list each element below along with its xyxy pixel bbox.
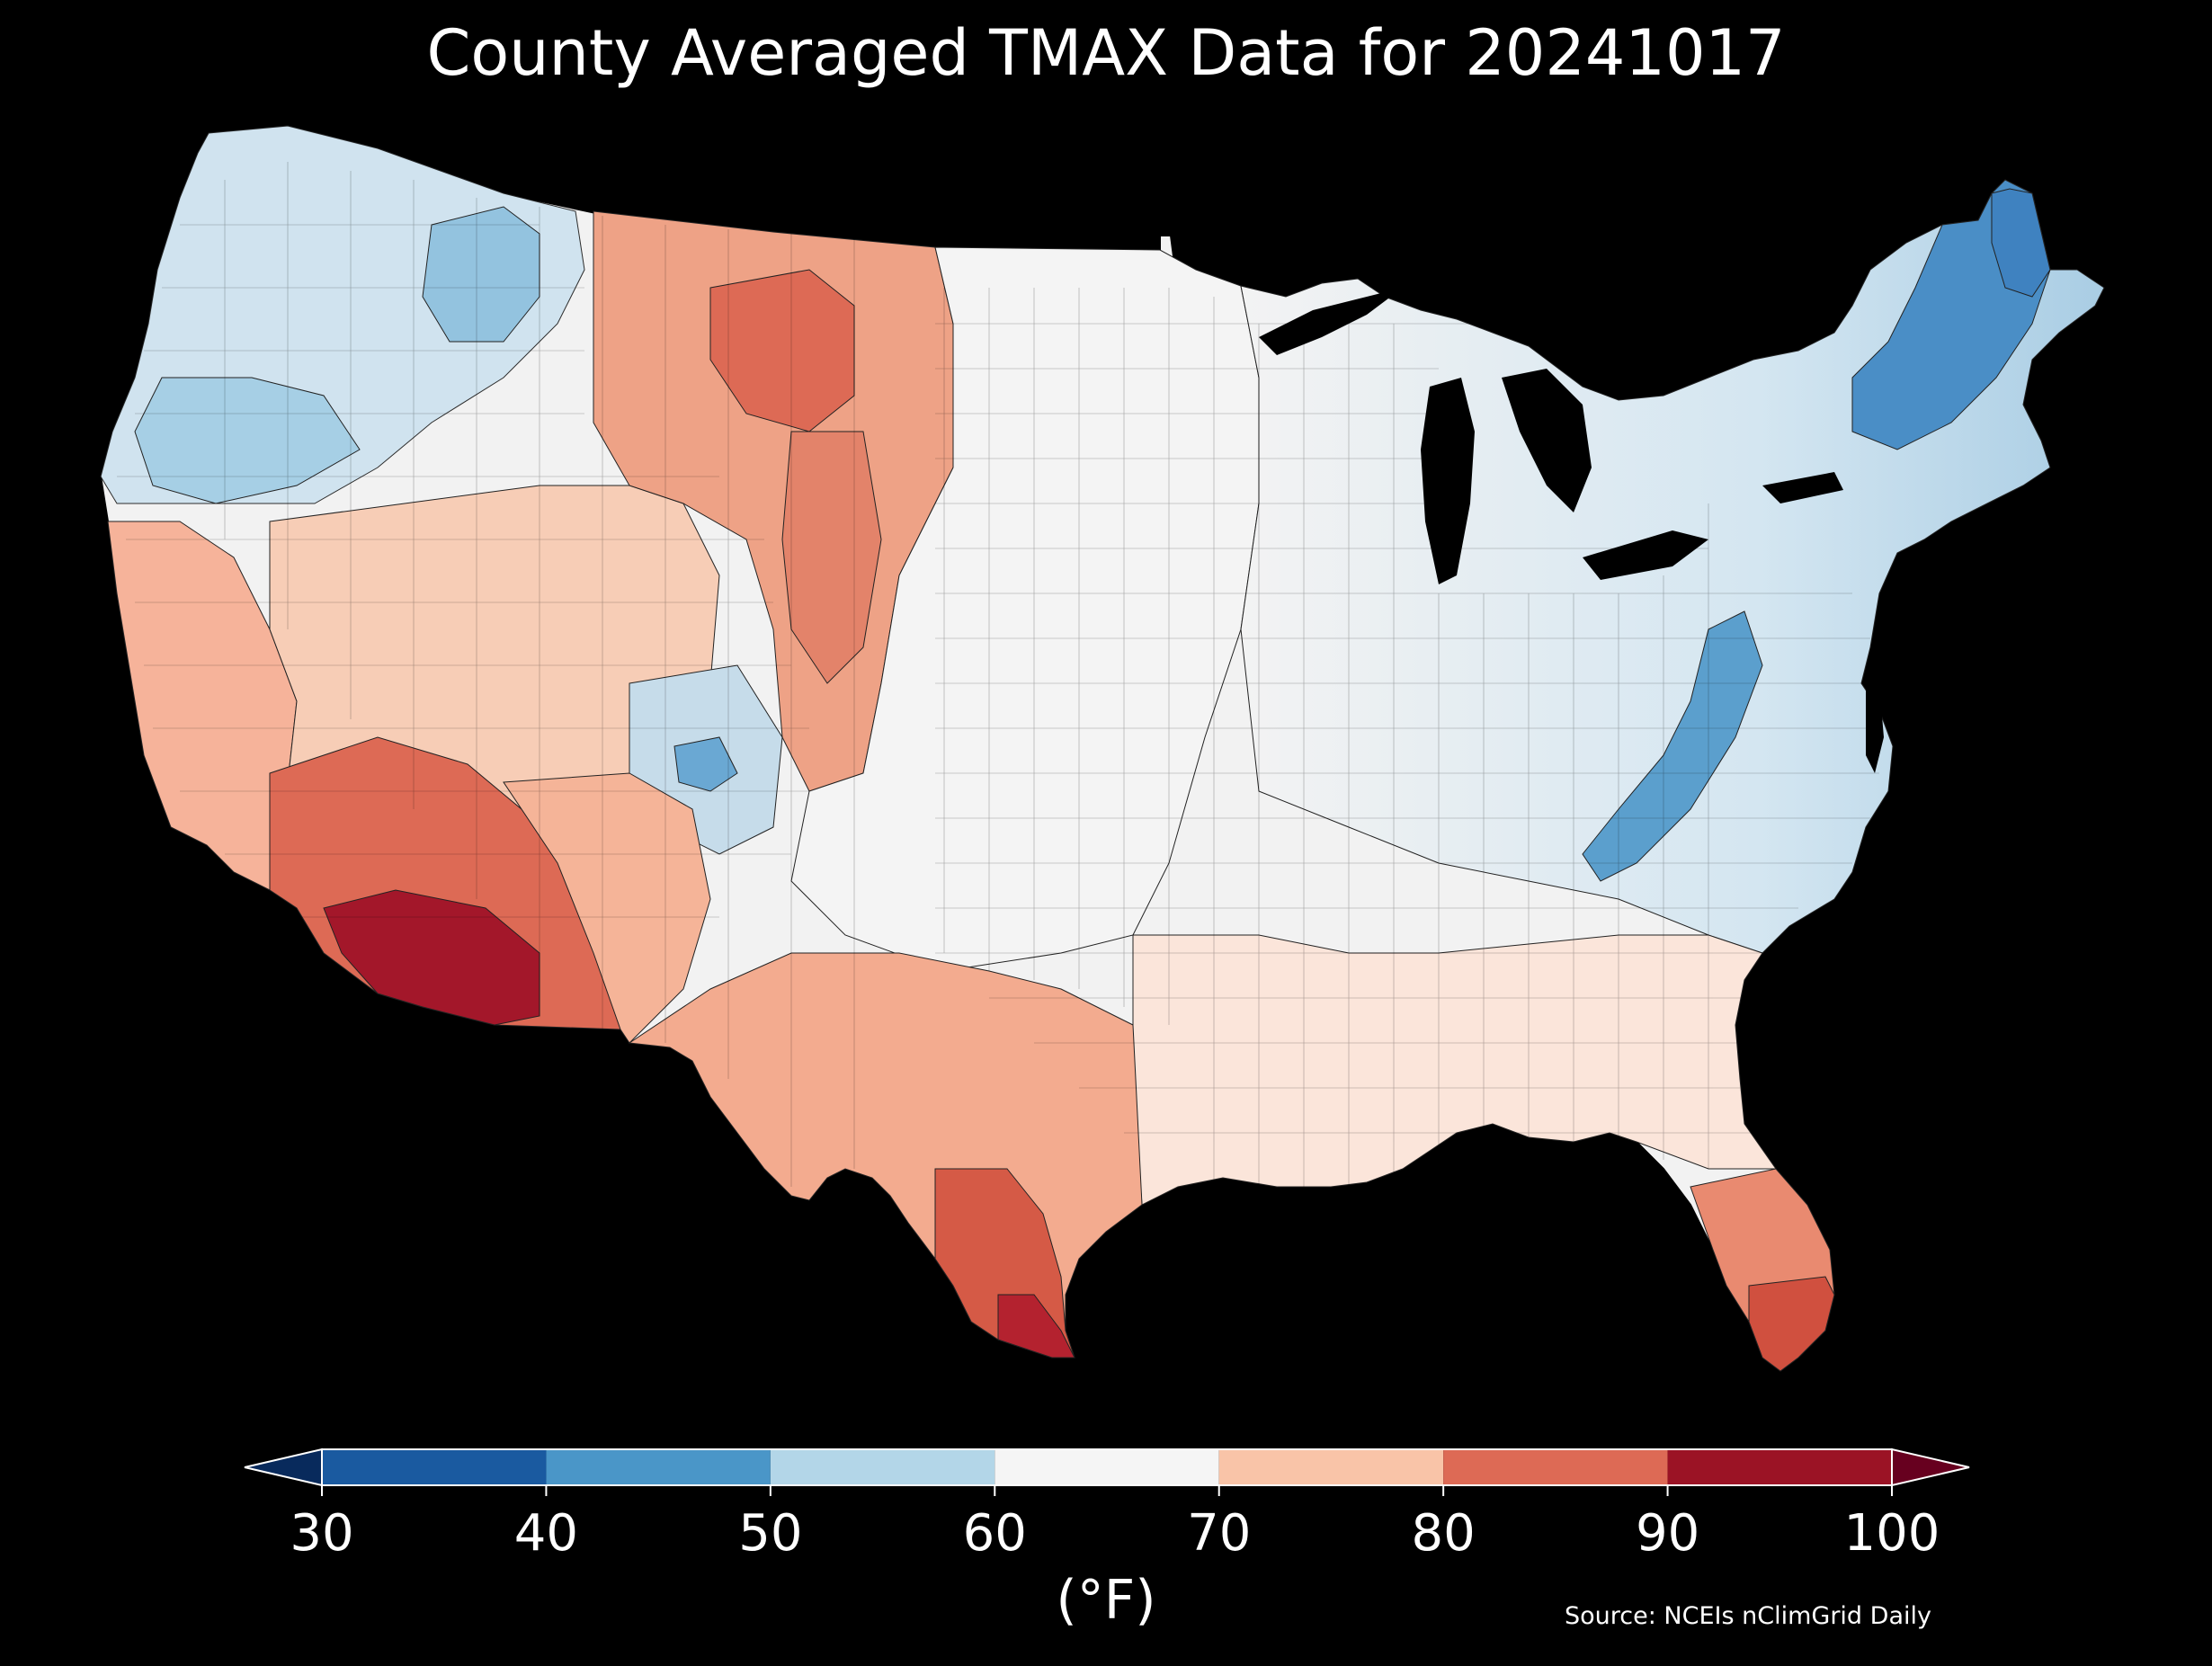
colorbar-under-triangle [244, 1448, 323, 1487]
region-montana-hot [709, 269, 855, 432]
source-credit: Source: NCEIs nClimGrid Daily [1565, 1602, 1931, 1630]
colorbar-tick-label: 60 [963, 1504, 1027, 1563]
colorbar-unit-label: (°F) [1056, 1569, 1156, 1632]
lake-superior [1259, 288, 1403, 355]
region-idaho-cold [422, 206, 540, 343]
region-new-mexico-warm [503, 772, 711, 1044]
colorbar-bin-40-50 [546, 1449, 771, 1485]
colorbar-tick-label: 70 [1187, 1504, 1251, 1563]
region-colorado-cold [673, 736, 738, 792]
colorbar-over-triangle [1891, 1448, 1970, 1487]
lake-ontario [1762, 472, 1843, 503]
region-southeast-warm [1132, 934, 1777, 1206]
colorbar-bin-80-90 [1443, 1449, 1668, 1485]
region-oregon-cold [134, 377, 361, 504]
colorbar-tick-label: 100 [1844, 1504, 1940, 1563]
region-south-florida-hot [1748, 1276, 1835, 1372]
lake-erie [1583, 530, 1708, 580]
colorbar-bin-50-60 [770, 1449, 995, 1485]
region-california-warm [107, 521, 298, 891]
colorbar-frame [321, 1448, 1893, 1486]
region-arizona-hottest [323, 889, 540, 1026]
colorbar-tick-label: 80 [1412, 1504, 1476, 1563]
colorbar-bin-70-80 [1218, 1449, 1444, 1485]
colorbar-tick-label: 90 [1636, 1504, 1699, 1563]
lake-huron [1502, 369, 1592, 512]
region-rio-grande-hottest [997, 1294, 1075, 1359]
colorbar-tick-label: 50 [738, 1504, 802, 1563]
colorbar-tick-label: 40 [514, 1504, 578, 1563]
region-maine-cold [1991, 188, 2051, 298]
colorbar-bin-90-100 [1667, 1449, 1892, 1485]
county-borders [117, 162, 1879, 1187]
region-wyoming-hot [781, 431, 882, 684]
map-title: County Averaged TMAX Data for 20241017 [426, 16, 1786, 90]
colorbar-bin-30-40 [322, 1449, 547, 1485]
region-appalachian-cold [1582, 610, 1763, 882]
chesapeake-bay [1866, 683, 1884, 773]
colorbar-bin-60-70 [995, 1449, 1219, 1485]
colorbar-tick-label: 30 [290, 1504, 353, 1563]
lake-michigan [1421, 378, 1475, 584]
